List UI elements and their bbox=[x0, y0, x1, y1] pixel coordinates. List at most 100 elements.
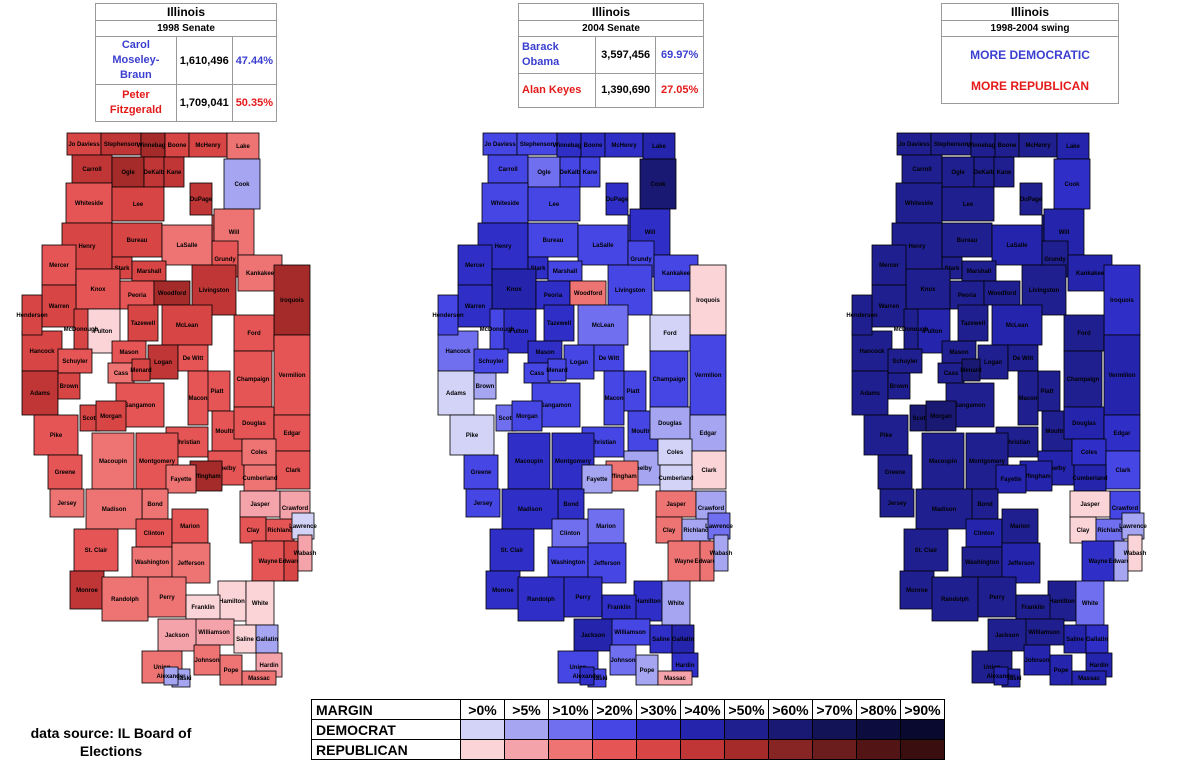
county-label: White bbox=[252, 601, 269, 607]
county-label: Jo Daviess bbox=[898, 142, 930, 148]
legend-dem-swatch bbox=[768, 719, 813, 740]
county-boone bbox=[580, 132, 606, 158]
county-label: Wayne bbox=[258, 559, 278, 565]
legend-republican-label: REPUBLICAN bbox=[311, 739, 461, 760]
margin-legend: MARGIN >0% >5% >10% >20% >30% >40% >50% … bbox=[311, 699, 945, 760]
county-label: Montgomery bbox=[969, 459, 1006, 465]
county-label: Christian bbox=[1004, 440, 1030, 446]
county-st-clair bbox=[73, 528, 119, 572]
county-label: Saline bbox=[1066, 637, 1084, 643]
county-label: Hamilton bbox=[1049, 599, 1075, 605]
county-label: McLean bbox=[1006, 323, 1029, 329]
county-marion bbox=[171, 508, 209, 544]
county-label: Ogle bbox=[537, 170, 551, 176]
county-douglas bbox=[649, 406, 691, 440]
county-label: Schuyler bbox=[478, 359, 504, 365]
county-label: DuPage bbox=[190, 197, 213, 203]
county-label: Stark bbox=[944, 266, 960, 272]
county-ford bbox=[649, 314, 691, 352]
county-label: DeKalb bbox=[144, 170, 165, 176]
county-label: Alexander bbox=[986, 674, 1016, 680]
county-lake bbox=[226, 132, 260, 160]
county-label: Grundy bbox=[630, 257, 652, 263]
rep-pct: 27.05% bbox=[655, 72, 703, 107]
county-label: Effingham bbox=[191, 474, 220, 480]
county-cumberland bbox=[659, 464, 693, 492]
county-label: Bond bbox=[147, 502, 163, 508]
county-label: Lawrence bbox=[289, 524, 317, 530]
county-white bbox=[245, 580, 275, 626]
county-ford bbox=[1063, 314, 1105, 352]
legend-threshold: >80% bbox=[856, 699, 901, 720]
county-label: Edwards bbox=[1108, 559, 1134, 565]
county-label: Monroe bbox=[76, 588, 98, 594]
county-dupage bbox=[1019, 182, 1043, 216]
county-label: Scott bbox=[83, 416, 98, 422]
county-label: Jo Daviess bbox=[484, 142, 516, 148]
county-macoupin bbox=[507, 432, 551, 490]
county-label: De Witt bbox=[599, 356, 620, 362]
county-label: White bbox=[1082, 601, 1099, 607]
county-label: Mercer bbox=[49, 263, 69, 269]
county-label: Livingston bbox=[199, 288, 230, 294]
county-tazewell bbox=[957, 304, 989, 342]
county-kane bbox=[579, 156, 601, 188]
county-label: Knox bbox=[507, 287, 523, 293]
legend-threshold: >10% bbox=[548, 699, 593, 720]
county-label: Whiteside bbox=[491, 201, 520, 207]
county-label: DeKalb bbox=[560, 170, 581, 176]
county-jefferson bbox=[1001, 542, 1041, 584]
dem-pct: 47.44% bbox=[231, 37, 276, 85]
county-label: Boone bbox=[998, 143, 1017, 149]
county-label: DeKalb bbox=[974, 170, 995, 176]
county-label: Kane bbox=[583, 170, 598, 176]
county-label: Williamson bbox=[198, 630, 230, 636]
county-label: Logan bbox=[984, 360, 1002, 366]
county-label: Stephenson bbox=[934, 142, 969, 148]
county-tazewell bbox=[543, 304, 575, 342]
panel-1998-senate: Illinois 1998 Senate Carol Moseley-Braun… bbox=[95, 3, 277, 122]
county-label: Woodford bbox=[158, 291, 187, 297]
county-label: Kankakee bbox=[662, 271, 691, 277]
dem-votes: 1,610,496 bbox=[175, 37, 233, 85]
panel-subtitle: 1998-2004 swing bbox=[942, 21, 1118, 37]
county-madison bbox=[501, 488, 559, 530]
panel-subtitle: 1998 Senate bbox=[96, 21, 276, 37]
county-label: Hardin bbox=[1089, 663, 1108, 669]
county-label: Fayette bbox=[1000, 477, 1022, 483]
legend-margin-label: MARGIN bbox=[311, 699, 461, 720]
county-label: Will bbox=[229, 230, 240, 236]
county-label: Edgar bbox=[283, 431, 301, 437]
county-champaign bbox=[1063, 350, 1103, 408]
county-henderson bbox=[437, 294, 459, 336]
county-label: St. Clair bbox=[85, 548, 108, 554]
county-label: Gallatin bbox=[672, 637, 694, 643]
county-label: Douglas bbox=[658, 421, 682, 427]
county-label: Iroquois bbox=[1110, 298, 1134, 304]
county-label: Stark bbox=[114, 266, 130, 272]
county-tazewell bbox=[127, 304, 159, 342]
county-label: Jefferson bbox=[177, 561, 204, 567]
dem-pct: 69.97% bbox=[655, 37, 703, 74]
county-label: Monroe bbox=[906, 588, 928, 594]
county-label: Kane bbox=[167, 170, 182, 176]
county-coles bbox=[1071, 438, 1107, 466]
county-label: Knox bbox=[91, 287, 107, 293]
county-label: Brown bbox=[60, 384, 79, 390]
county-label: Champaign bbox=[237, 377, 270, 383]
county-label: Ford bbox=[247, 331, 261, 337]
county-label: Macoupin bbox=[515, 459, 543, 465]
county-label: Coles bbox=[1081, 450, 1098, 456]
county-label: Wabash bbox=[710, 551, 733, 557]
dem-candidate: Barack Obama bbox=[519, 37, 596, 74]
county-label: Adams bbox=[30, 391, 51, 397]
county-label: McDonough bbox=[64, 327, 99, 333]
county-monroe bbox=[485, 570, 521, 610]
county-adams bbox=[21, 370, 59, 416]
legend-threshold: >70% bbox=[812, 699, 857, 720]
county-pike bbox=[33, 414, 79, 456]
county-label: Johnson bbox=[611, 658, 636, 664]
county-label: Williamson bbox=[614, 630, 646, 636]
county-lasalle bbox=[161, 224, 213, 266]
county-label: Richland bbox=[1097, 528, 1123, 534]
